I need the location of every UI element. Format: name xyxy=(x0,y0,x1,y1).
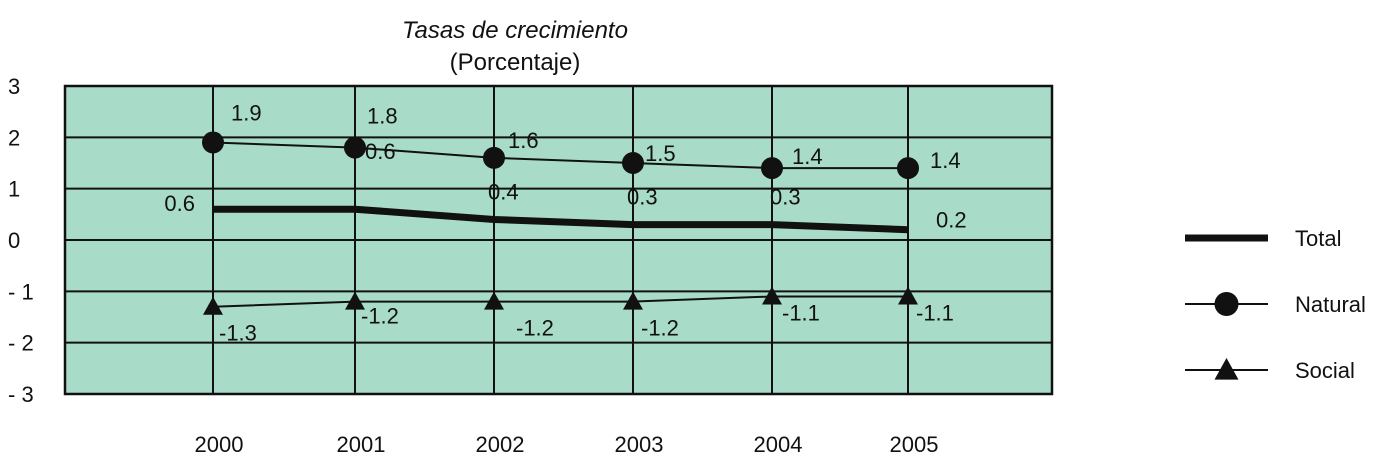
y-tick-label: 0 xyxy=(8,228,20,253)
point-social xyxy=(623,291,643,310)
data-label-social: -1.2 xyxy=(516,316,554,341)
point-social xyxy=(762,286,782,305)
series-line-natural xyxy=(212,141,908,170)
legend-label-social: Social xyxy=(1295,358,1355,383)
data-label-total: 0.6 xyxy=(365,139,396,164)
data-label-total: 0.4 xyxy=(488,179,519,204)
data-label-natural: 1.8 xyxy=(367,104,398,129)
series-line-social xyxy=(212,295,908,308)
plot-area: 3 2 1 0 - 1 - 2 - 3 2000 2001 2002 2003 2004 2005 0.6… xyxy=(8,74,1054,457)
chart-title: Tasas de crecimiento xyxy=(402,17,628,44)
x-tick-label: 2004 xyxy=(754,432,803,457)
data-label-natural: 1.4 xyxy=(792,144,823,169)
data-label-social: -1.3 xyxy=(219,321,257,346)
point-natural xyxy=(483,146,505,169)
point-natural xyxy=(622,152,644,174)
series-line-total xyxy=(213,205,909,234)
point-natural xyxy=(761,157,783,180)
x-tick-label: 2001 xyxy=(337,432,386,457)
point-natural xyxy=(344,136,366,159)
point-natural xyxy=(897,157,919,180)
x-tick-label: 2000 xyxy=(195,432,244,457)
data-label-social: -1.2 xyxy=(641,316,679,341)
data-label-natural: 1.6 xyxy=(508,128,539,153)
data-label-social: -1.1 xyxy=(782,300,820,325)
legend-label-natural: Natural xyxy=(1295,292,1366,317)
data-label-social: -1.2 xyxy=(361,304,399,329)
legend-marker-social xyxy=(1214,358,1239,380)
data-label-total: 0.6 xyxy=(164,191,195,216)
legend: Total Natural Social xyxy=(1185,226,1366,383)
y-tick-label: - 1 xyxy=(8,279,34,304)
y-tick-label: 2 xyxy=(8,125,20,150)
y-tick-label: 3 xyxy=(8,74,20,99)
data-label-social: -1.1 xyxy=(916,300,954,325)
data-label-total: 0.2 xyxy=(936,208,967,233)
data-label-natural: 1.9 xyxy=(231,100,262,125)
x-tick-label: 2002 xyxy=(476,432,525,457)
point-social xyxy=(203,296,223,315)
y-tick-label: - 2 xyxy=(8,331,34,356)
x-tick-label: 2005 xyxy=(890,432,939,457)
point-social xyxy=(345,291,365,310)
legend-marker-natural xyxy=(1214,292,1239,316)
point-social xyxy=(484,291,504,310)
chart-subtitle: (Porcentaje) xyxy=(450,49,581,76)
x-tick-label: 2003 xyxy=(615,432,664,457)
y-tick-label: 1 xyxy=(8,177,20,202)
point-natural xyxy=(202,131,224,154)
data-label-total: 0.3 xyxy=(770,185,801,210)
legend-label-total: Total xyxy=(1295,226,1341,251)
data-label-total: 0.3 xyxy=(627,185,658,210)
data-label-natural: 1.4 xyxy=(930,148,961,173)
point-social xyxy=(898,286,918,305)
y-tick-label: - 3 xyxy=(8,382,34,407)
data-label-natural: 1.5 xyxy=(645,141,676,166)
